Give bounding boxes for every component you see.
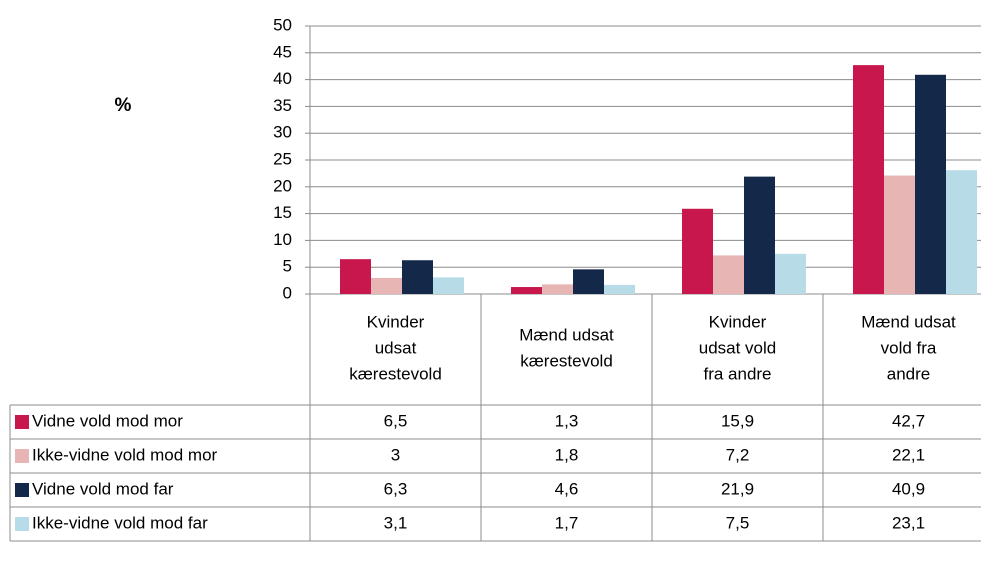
x-tick-label: Kvinder udsat kærestevold — [349, 313, 442, 384]
x-tick-label-line: kærestevold — [520, 352, 613, 371]
y-tick-label: 30 — [273, 123, 292, 142]
y-axis-label: % — [115, 95, 132, 116]
x-tick-label-line: Mænd udsat — [861, 313, 956, 332]
table-value: 4,6 — [555, 479, 579, 498]
y-tick-label: 15 — [273, 203, 292, 222]
bar — [884, 175, 915, 294]
legend-label: Ikke-vidne vold mod mor — [32, 445, 218, 464]
bar — [713, 255, 744, 294]
legend-label: Vidne vold mod mor — [32, 411, 183, 430]
y-tick-label: 35 — [273, 96, 292, 115]
x-tick-label-line: andre — [887, 365, 930, 384]
bar — [573, 269, 604, 294]
table-value: 23,1 — [892, 513, 925, 532]
x-tick-label-line: fra andre — [703, 365, 771, 384]
table-value: 6,3 — [384, 479, 408, 498]
bar — [682, 208, 713, 294]
x-tick-label: Mænd udsat vold fra andre — [861, 313, 956, 384]
table-value: 3 — [391, 445, 400, 464]
table-value: 7,5 — [726, 513, 750, 532]
bar — [402, 260, 433, 294]
x-tick-label-line: kærestevold — [349, 365, 442, 384]
x-tick-label: Mænd udsat kærestevold — [519, 326, 614, 371]
y-tick-label: 0 — [283, 283, 292, 302]
bar — [511, 287, 542, 294]
y-tick-label: 25 — [273, 149, 292, 168]
table-value: 7,2 — [726, 445, 750, 464]
table-value: 21,9 — [721, 479, 754, 498]
bar — [744, 176, 775, 294]
table-value: 6,5 — [384, 411, 408, 430]
bar — [853, 65, 884, 295]
bar — [542, 284, 573, 294]
legend-swatch — [15, 415, 29, 429]
y-tick-label: 10 — [273, 230, 292, 249]
bar — [946, 170, 977, 294]
legend-label: Ikke-vidne vold mod far — [32, 513, 208, 532]
y-tick-label: 5 — [283, 257, 292, 276]
x-tick-label-line: Kvinder — [367, 313, 425, 332]
x-tick-label: Kvinder udsat vold fra andre — [699, 313, 777, 384]
bar — [915, 74, 946, 294]
x-tick-label-line: udsat vold — [699, 339, 777, 358]
legend-swatch — [15, 517, 29, 531]
y-tick-label: 50 — [273, 15, 292, 34]
table-value: 40,9 — [892, 479, 925, 498]
bar — [433, 277, 464, 294]
x-tick-label-line: udsat — [375, 339, 417, 358]
y-tick-label: 20 — [273, 176, 292, 195]
bar — [340, 259, 371, 294]
table-value: 42,7 — [892, 411, 925, 430]
table-value: 1,7 — [555, 513, 579, 532]
y-tick-label: 40 — [273, 69, 292, 88]
table-value: 22,1 — [892, 445, 925, 464]
table-value: 3,1 — [384, 513, 408, 532]
legend-swatch — [15, 483, 29, 497]
x-tick-label-line: vold fra — [881, 339, 937, 358]
bar — [371, 277, 402, 294]
table-value: 1,8 — [555, 445, 579, 464]
legend-swatch — [15, 449, 29, 463]
bar — [775, 253, 806, 294]
x-tick-label-line: Mænd udsat — [519, 326, 614, 345]
legend-label: Vidne vold mod far — [32, 479, 174, 498]
table-value: 15,9 — [721, 411, 754, 430]
bar — [604, 284, 635, 294]
x-tick-label-line: Kvinder — [709, 313, 767, 332]
y-tick-label: 45 — [273, 42, 292, 61]
table-value: 1,3 — [555, 411, 579, 430]
